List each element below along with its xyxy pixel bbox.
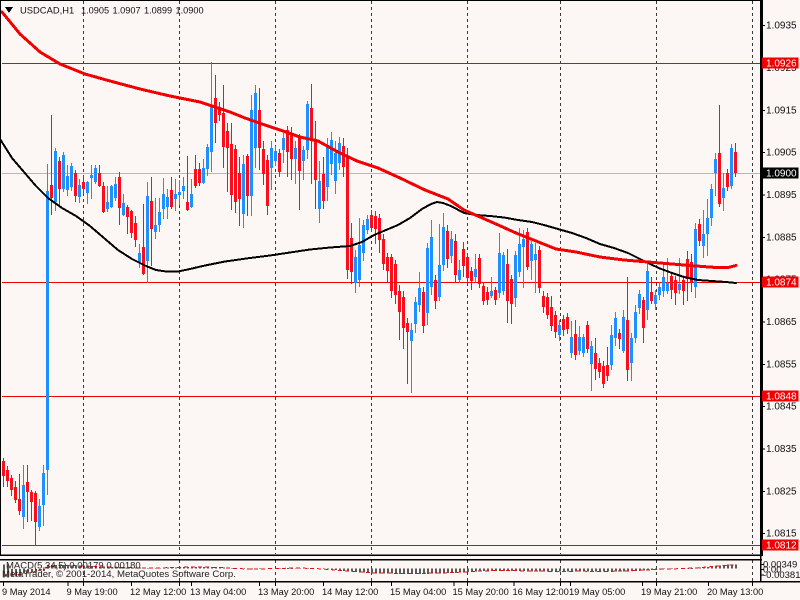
svg-text:1.0812: 1.0812	[766, 541, 797, 552]
svg-text:1.0835: 1.0835	[766, 444, 797, 455]
svg-text:1.0848: 1.0848	[766, 392, 797, 403]
svg-text:1.0905: 1.0905	[766, 148, 797, 159]
svg-text:1.0900: 1.0900	[766, 169, 797, 180]
svg-text:1.0845: 1.0845	[766, 402, 797, 413]
svg-text:20 May 13:00: 20 May 13:00	[707, 587, 763, 597]
svg-text:19 May 05:00: 19 May 05:00	[569, 587, 625, 597]
svg-text:1.0915: 1.0915	[766, 106, 797, 117]
svg-text:1.0815: 1.0815	[766, 529, 797, 540]
svg-text:MACD(5,34,5) 0.00179 0.00180: MACD(5,34,5) 0.00179 0.00180	[6, 561, 141, 572]
svg-text:1.0874: 1.0874	[766, 278, 797, 289]
svg-text:MetaTrader, © 2001-2014, MetaQ: MetaTrader, © 2001-2014, MetaQuotes Soft…	[2, 569, 236, 580]
svg-text:19 May 21:00: 19 May 21:00	[641, 587, 697, 597]
svg-text:15 May 20:00: 15 May 20:00	[453, 587, 509, 597]
svg-text:14 May 12:00: 14 May 12:00	[322, 587, 378, 597]
svg-text:1.0865: 1.0865	[766, 317, 797, 328]
svg-text:1.0825: 1.0825	[766, 487, 797, 498]
svg-text:1.0855: 1.0855	[766, 360, 797, 371]
svg-text:USDCAD,H1: USDCAD,H1	[20, 5, 74, 16]
svg-text:1.0935: 1.0935	[766, 21, 797, 32]
svg-text:9 May 19:00: 9 May 19:00	[67, 587, 118, 597]
svg-text:-0.00381: -0.00381	[763, 570, 800, 581]
svg-text:1.0925: 1.0925	[766, 63, 797, 74]
svg-text:15 May 04:00: 15 May 04:00	[390, 587, 446, 597]
svg-text:9 May 2014: 9 May 2014	[2, 587, 51, 597]
svg-text:0.00: 0.00	[763, 564, 782, 575]
svg-text:0.00349: 0.00349	[763, 559, 797, 570]
svg-text:1.0895: 1.0895	[766, 190, 797, 201]
svg-text:1.0926: 1.0926	[766, 59, 797, 70]
svg-text:13 May 20:00: 13 May 20:00	[258, 587, 314, 597]
svg-text:1.0885: 1.0885	[766, 233, 797, 244]
svg-text:16 May 12:00: 16 May 12:00	[513, 587, 569, 597]
svg-text:12 May 12:00: 12 May 12:00	[130, 587, 186, 597]
svg-text:13 May 04:00: 13 May 04:00	[190, 587, 246, 597]
